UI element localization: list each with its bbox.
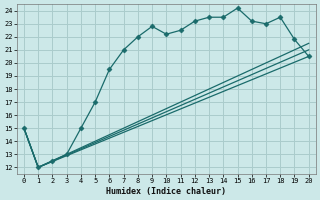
X-axis label: Humidex (Indice chaleur): Humidex (Indice chaleur) — [106, 187, 226, 196]
